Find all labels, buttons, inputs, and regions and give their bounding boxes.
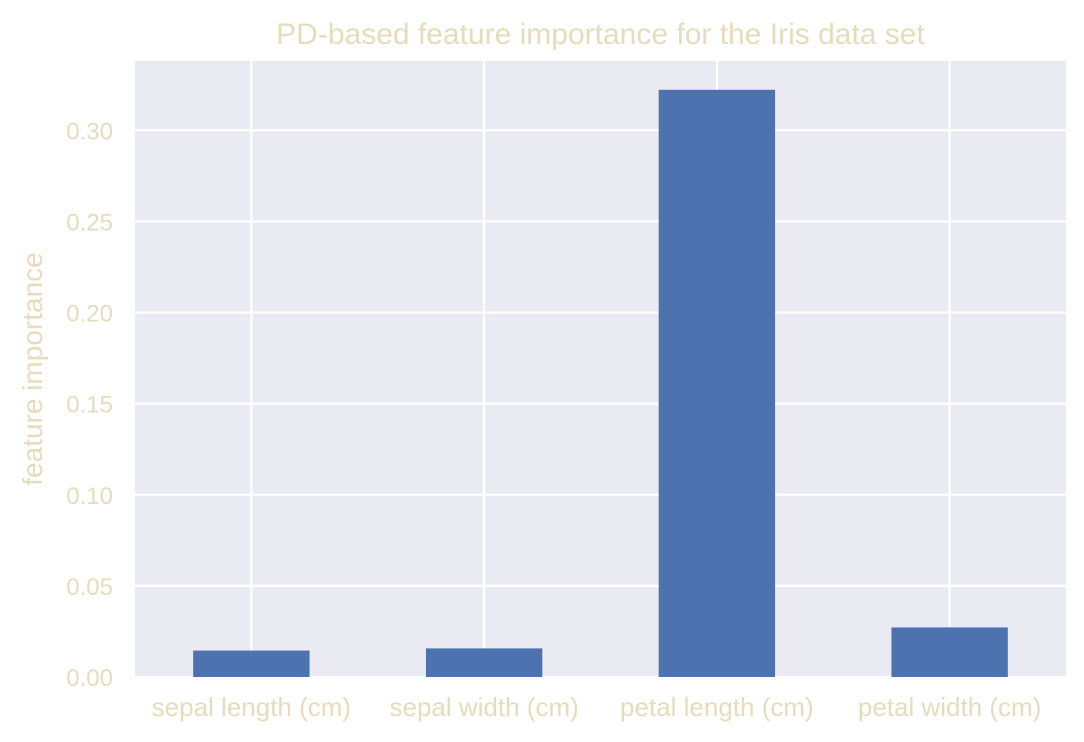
- x-tick-label: sepal width (cm): [389, 692, 578, 722]
- y-tick-labels: 0.00 0.05 0.10 0.15 0.20 0.25 0.30: [66, 118, 113, 692]
- y-tick-label: 0.30: [66, 118, 113, 145]
- y-tick-label: 0.05: [66, 574, 113, 601]
- y-tick-label: 0.00: [66, 665, 113, 692]
- y-tick-label: 0.25: [66, 209, 113, 236]
- bar-sepal-width-cm: [425, 648, 543, 677]
- y-axis-label: feature importance: [17, 252, 48, 485]
- x-tick-label: petal width (cm): [858, 692, 1042, 722]
- bar-petal-length-cm: [658, 89, 776, 677]
- x-tick-labels: sepal length (cm) sepal width (cm) petal l…: [152, 692, 1042, 722]
- bar-sepal-length-cm: [193, 650, 310, 677]
- plot-area: [135, 61, 1066, 677]
- chart-title: PD-based feature importance for the Iris…: [276, 18, 925, 51]
- x-tick-label: petal length (cm): [620, 692, 814, 722]
- bar-petal-width-cm: [891, 627, 1008, 677]
- y-tick-label: 0.15: [66, 392, 113, 419]
- y-tick-label: 0.20: [66, 301, 113, 328]
- y-tick-label: 0.10: [66, 483, 113, 510]
- x-tick-label: sepal length (cm): [152, 692, 351, 722]
- bars: [193, 89, 1008, 677]
